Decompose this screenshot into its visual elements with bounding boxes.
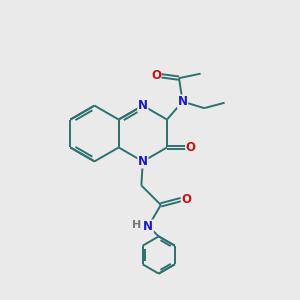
Text: H: H — [132, 220, 141, 230]
Text: O: O — [151, 69, 161, 82]
Text: O: O — [181, 193, 191, 206]
Text: O: O — [186, 141, 196, 154]
Text: N: N — [138, 155, 148, 168]
Text: N: N — [138, 99, 148, 112]
Text: N: N — [178, 95, 188, 108]
Text: N: N — [143, 220, 153, 233]
